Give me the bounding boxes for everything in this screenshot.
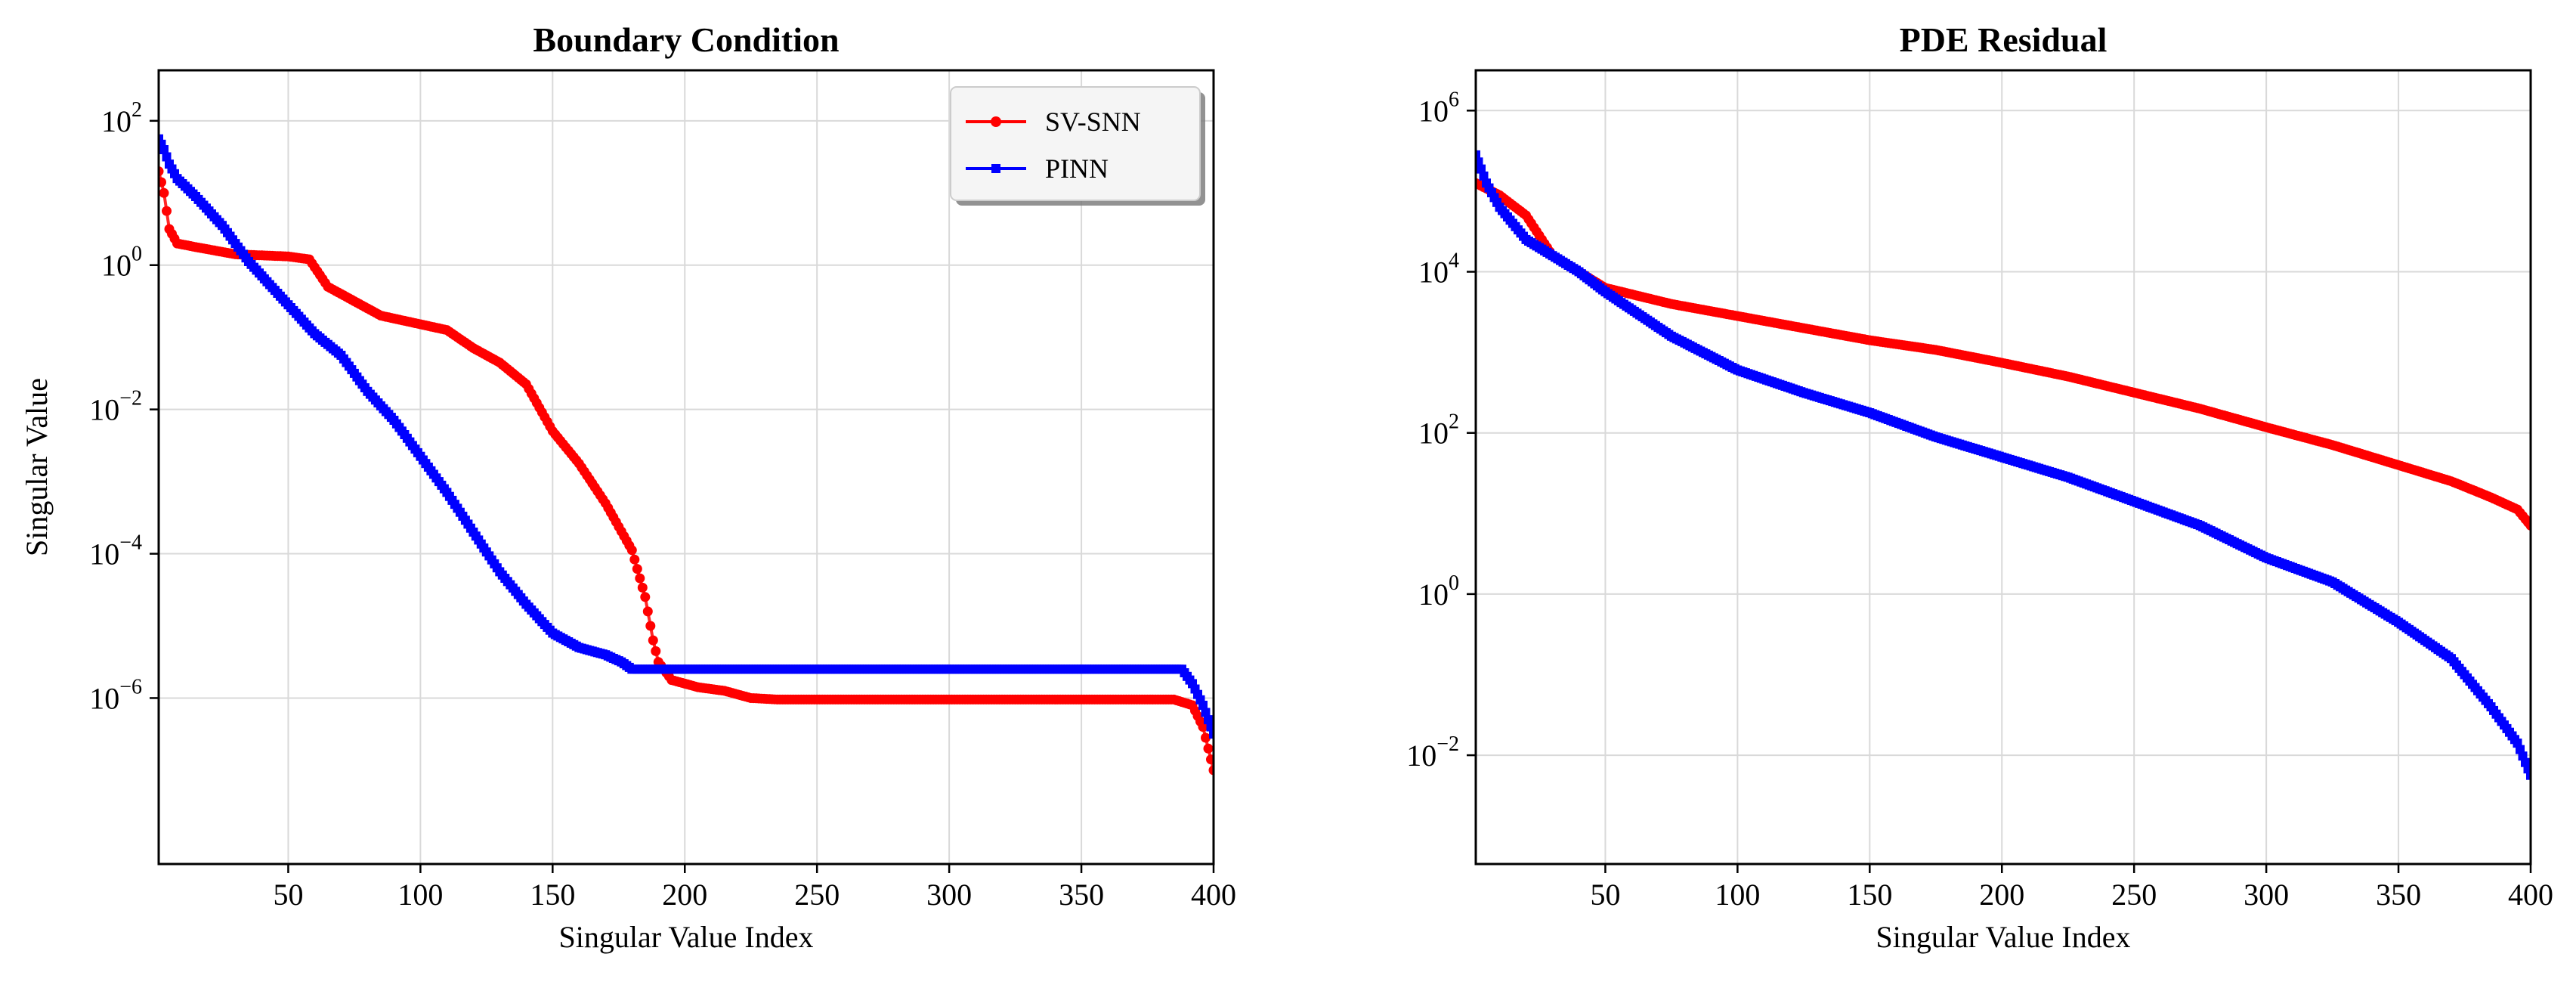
boundary-condition-point-pinn	[1201, 708, 1211, 717]
pde-residual-x-tick-label: 150	[1847, 878, 1892, 912]
boundary-condition-x-tick-label: 300	[926, 878, 972, 912]
legend-label-pinn: PINN	[1045, 153, 1109, 184]
boundary-condition-point-pinn	[159, 134, 163, 144]
boundary-condition-point-sv-snn	[159, 166, 164, 177]
boundary-condition-point-sv-snn	[635, 573, 645, 584]
boundary-condition-point-sv-snn	[1198, 722, 1208, 732]
pde-residual-y-tick-label: 104	[1418, 249, 1459, 289]
boundary-condition-point-pinn	[159, 139, 166, 149]
pde-residual-y-tick-label: 102	[1418, 410, 1459, 451]
pde-residual-series-sv-snn	[1476, 178, 2531, 531]
boundary-condition-point-sv-snn	[1203, 743, 1214, 754]
boundary-condition-point-sv-snn	[629, 554, 640, 565]
boundary-condition-point-sv-snn	[648, 635, 658, 646]
pde-residual-point-pinn	[2523, 764, 2531, 774]
boundary-condition-point-sv-snn	[159, 177, 166, 187]
boundary-condition-y-tick-label: 100	[101, 243, 142, 283]
pde-residual-x-tick-label: 250	[2111, 878, 2157, 912]
boundary-condition-y-tick-label: 10−4	[89, 531, 142, 571]
boundary-condition-point-sv-snn	[1206, 754, 1214, 765]
boundary-condition-point-sv-snn	[637, 582, 648, 593]
boundary-condition-axes-frame	[157, 69, 1215, 866]
boundary-condition-point-sv-snn	[1201, 732, 1211, 743]
boundary-condition-series-sv-snn	[159, 166, 1214, 776]
boundary-condition-series-pinn	[159, 134, 1214, 739]
boundary-condition-x-axis-label: Singular Value Index	[559, 920, 814, 954]
pde-residual-point-sv-snn	[2525, 520, 2531, 531]
legend-marker-sv-snn	[991, 116, 1001, 127]
pde-residual-point-pinn	[1476, 150, 1480, 159]
boundary-condition-y-axis-label: Singular Value	[20, 378, 54, 556]
boundary-condition-point-pinn	[1209, 729, 1214, 739]
boundary-condition-y-tick-label: 102	[101, 98, 142, 138]
boundary-condition-point-sv-snn	[159, 187, 169, 198]
pde-residual-x-tick-label: 400	[2508, 878, 2553, 912]
boundary-condition-point-sv-snn	[162, 206, 172, 216]
legend-marker-pinn	[991, 164, 1000, 173]
pde-residual-panel: 50 100 150 200 250 300 350 400 106 104 102 100 10−2 P…	[1406, 20, 2553, 954]
boundary-condition-x-tick-label: 150	[530, 878, 575, 912]
pde-residual-series-pinn	[1476, 150, 2531, 780]
boundary-condition-title: Boundary Condition	[533, 20, 839, 59]
boundary-condition-legend: SV-SNN PINN	[950, 86, 1205, 206]
boundary-condition-point-sv-snn	[1208, 765, 1214, 776]
boundary-condition-point-pinn	[162, 152, 172, 162]
pde-residual-x-tick-label: 200	[1979, 878, 2024, 912]
boundary-condition-point-sv-snn	[645, 621, 656, 631]
boundary-condition-point-pinn	[159, 145, 169, 154]
pde-residual-x-tick-label: 50	[1590, 878, 1620, 912]
boundary-condition-x-tick-label: 350	[1059, 878, 1104, 912]
pde-residual-y-tick-label: 100	[1418, 571, 1459, 612]
boundary-condition-y-tick-label: 10−2	[89, 387, 142, 427]
pde-residual-line-sv-snn	[1476, 181, 2531, 527]
boundary-condition-point-sv-snn	[632, 564, 642, 574]
pde-residual-title: PDE Residual	[1900, 20, 2107, 59]
pde-residual-x-tick-label: 300	[2244, 878, 2289, 912]
pde-residual-y-tick-label: 10−2	[1406, 732, 1459, 773]
boundary-condition-point-pinn	[1206, 722, 1214, 732]
boundary-condition-panel: 50 100 150 200 250 300 350 400 102 100 10−2 10−4 10−…	[20, 20, 1236, 954]
pde-residual-point-pinn	[1477, 164, 1486, 174]
boundary-condition-point-sv-snn	[640, 592, 651, 602]
pde-residual-x-axis-label: Singular Value Index	[1876, 920, 2131, 954]
boundary-condition-x-tick-label: 200	[662, 878, 707, 912]
boundary-condition-x-tick-label: 100	[397, 878, 443, 912]
pde-residual-axes-frame	[1474, 69, 2532, 866]
boundary-condition-point-sv-snn	[626, 545, 637, 556]
boundary-condition-point-pinn	[1198, 701, 1208, 710]
legend-label-sv-snn: SV-SNN	[1045, 107, 1141, 137]
pde-residual-point-pinn	[1476, 157, 1483, 167]
boundary-condition-x-tick-label: 50	[273, 878, 303, 912]
boundary-condition-x-tick-label: 400	[1191, 878, 1236, 912]
boundary-condition-y-tick-label: 10−6	[89, 675, 142, 715]
pde-residual-line-pinn	[1476, 154, 2531, 776]
boundary-condition-point-sv-snn	[642, 606, 653, 617]
boundary-condition-line-pinn	[159, 138, 1214, 735]
pde-residual-x-tick-label: 350	[2376, 878, 2421, 912]
pde-residual-x-tick-label: 100	[1715, 878, 1760, 912]
boundary-condition-point-pinn	[1204, 715, 1213, 725]
pde-residual-point-pinn	[1479, 171, 1489, 181]
boundary-condition-point-sv-snn	[651, 646, 661, 656]
pde-residual-point-pinn	[2526, 770, 2531, 780]
boundary-condition-x-tick-label: 250	[794, 878, 840, 912]
pde-residual-y-tick-label: 106	[1418, 88, 1459, 128]
legend-box	[950, 86, 1201, 201]
